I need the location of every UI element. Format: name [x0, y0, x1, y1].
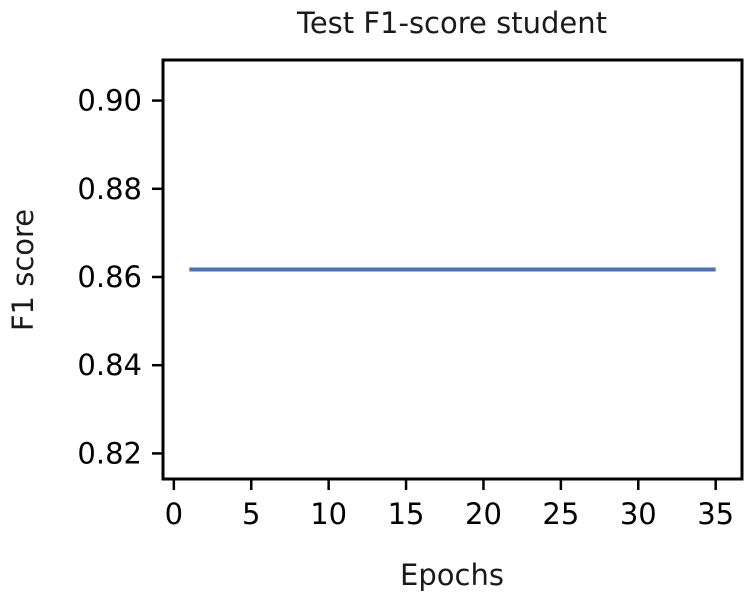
- y-tick-label: 0.86: [77, 260, 142, 294]
- x-tick-label: 20: [465, 497, 502, 531]
- y-tick-label: 0.90: [77, 84, 142, 118]
- y-tick-label: 0.82: [77, 436, 142, 470]
- x-axis-title: Epochs: [400, 558, 504, 592]
- y-axis-title: F1 score: [6, 209, 40, 331]
- plot-area: [161, 58, 744, 481]
- x-tick-label: 25: [542, 497, 579, 531]
- y-axis: 0.82 0.84 0.86 0.88 0.90: [77, 84, 163, 470]
- x-tick-label: 15: [388, 497, 425, 531]
- x-tick-label: 10: [310, 497, 347, 531]
- x-axis: 0 5 10 15 20 25 30 35: [165, 479, 734, 531]
- x-tick-label: 0: [165, 497, 183, 531]
- x-tick-label: 30: [620, 497, 657, 531]
- x-tick-label: 5: [242, 497, 260, 531]
- chart-title: Test F1-score student: [296, 6, 607, 40]
- y-tick-label: 0.88: [77, 172, 142, 206]
- y-tick-label: 0.84: [77, 348, 142, 382]
- x-tick-label: 35: [697, 497, 734, 531]
- plot-frame: [161, 58, 744, 481]
